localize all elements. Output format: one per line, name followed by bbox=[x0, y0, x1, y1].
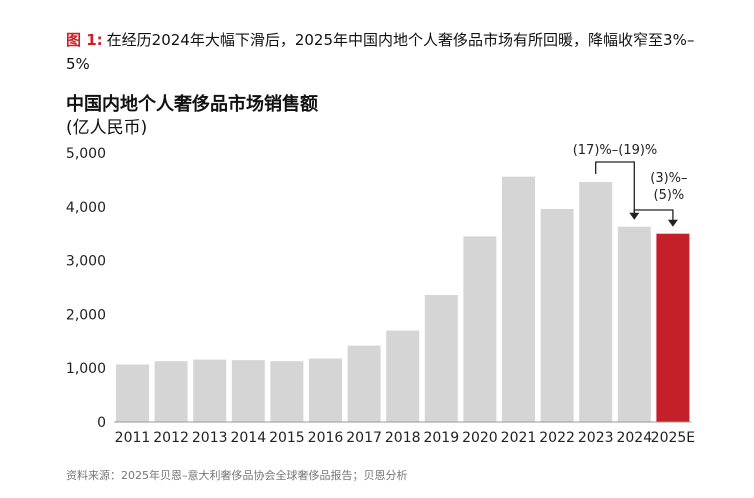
figure-label: 图 1: bbox=[66, 31, 103, 49]
x-tick-label: 2018 bbox=[385, 430, 421, 446]
bar-2013 bbox=[193, 359, 227, 422]
x-tick-label: 2024 bbox=[616, 430, 652, 446]
annotation-label: (3)%– (5)% bbox=[650, 171, 687, 203]
x-tick-label: 2016 bbox=[308, 430, 344, 446]
x-tick-label: 2025E bbox=[651, 430, 695, 446]
source-note: 资料来源：2025年贝恩–意大利奢侈品协会全球奢侈品报告；贝恩分析 bbox=[66, 469, 408, 482]
bar-2016 bbox=[309, 358, 342, 422]
figure-caption: 图 1: 在经历2024年大幅下滑后，2025年中国内地个人奢侈品市场有所回暖，降… bbox=[66, 28, 706, 76]
x-tick-label: 2021 bbox=[501, 430, 537, 446]
bar-2012 bbox=[154, 361, 188, 422]
x-tick-label: 2023 bbox=[578, 430, 614, 446]
y-tick-label: 5,000 bbox=[66, 146, 106, 162]
y-tick-label: 4,000 bbox=[66, 200, 106, 216]
bar-2011 bbox=[116, 364, 149, 422]
x-tick-label: 2014 bbox=[230, 430, 266, 446]
y-tick-label: 1,000 bbox=[66, 361, 106, 377]
bar-2021 bbox=[502, 176, 535, 422]
bar-2018 bbox=[386, 330, 420, 422]
figure-caption-text: 在经历2024年大幅下滑后，2025年中国内地个人奢侈品市场有所回暖，降幅收窄至… bbox=[66, 31, 695, 73]
annotation-2025-bracket bbox=[633, 209, 674, 221]
x-tick-label: 2012 bbox=[153, 430, 189, 446]
bar-2020 bbox=[463, 236, 497, 422]
x-tick-label: 2013 bbox=[192, 430, 228, 446]
x-tick-label: 2015 bbox=[269, 430, 305, 446]
x-tick-label: 2011 bbox=[115, 430, 151, 446]
bar-2024 bbox=[617, 226, 651, 422]
bar-2014 bbox=[231, 360, 265, 422]
y-tick-label: 3,000 bbox=[66, 254, 106, 270]
x-tick-label: 2020 bbox=[462, 430, 498, 446]
annotation-2025-arrowhead bbox=[667, 219, 678, 227]
x-tick-label: 2019 bbox=[423, 430, 459, 446]
x-tick-label: 2017 bbox=[346, 430, 382, 446]
x-tick-label: 2022 bbox=[539, 430, 575, 446]
bar-2015 bbox=[270, 361, 304, 422]
y-tick-label: 2,000 bbox=[66, 307, 106, 323]
chart-unit: (亿人民币) bbox=[66, 118, 148, 138]
bar-2017 bbox=[347, 345, 381, 422]
annotation-2024-bracket bbox=[595, 161, 635, 214]
bar-2022 bbox=[540, 208, 574, 422]
annotation-label: (17)%–(19)% bbox=[573, 143, 658, 158]
chart-title: 中国内地个人奢侈品市场销售额 bbox=[66, 94, 318, 115]
bar-2025E bbox=[656, 233, 690, 422]
y-tick-label: 0 bbox=[97, 415, 106, 431]
bar-2019 bbox=[424, 295, 458, 422]
bar-2023 bbox=[579, 182, 613, 422]
